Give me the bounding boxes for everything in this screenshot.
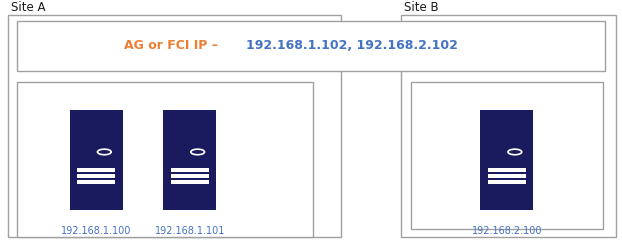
Bar	[77, 174, 116, 178]
Circle shape	[508, 149, 522, 155]
Bar	[488, 168, 526, 172]
Bar	[488, 180, 526, 184]
Text: 192.168.1.101: 192.168.1.101	[154, 226, 225, 236]
Bar	[163, 110, 216, 210]
Bar	[17, 21, 605, 71]
Bar	[17, 82, 313, 237]
Bar	[170, 168, 209, 172]
Bar	[488, 174, 526, 178]
Text: Site B: Site B	[404, 1, 439, 14]
Text: 192.168.1.102, 192.168.2.102: 192.168.1.102, 192.168.2.102	[246, 39, 458, 52]
Text: AG or FCI IP –: AG or FCI IP –	[124, 39, 223, 52]
Text: 192.168.1.100: 192.168.1.100	[61, 226, 132, 236]
Circle shape	[191, 149, 205, 155]
Bar	[401, 15, 616, 237]
Bar	[170, 180, 209, 184]
Bar	[77, 168, 116, 172]
Bar	[411, 82, 603, 229]
Bar	[77, 180, 116, 184]
Bar	[170, 174, 209, 178]
Circle shape	[98, 149, 111, 155]
Text: Site A: Site A	[11, 1, 45, 14]
Bar	[8, 15, 341, 237]
Bar	[480, 110, 534, 210]
Bar	[70, 110, 123, 210]
Text: 192.168.2.100: 192.168.2.100	[471, 226, 542, 236]
